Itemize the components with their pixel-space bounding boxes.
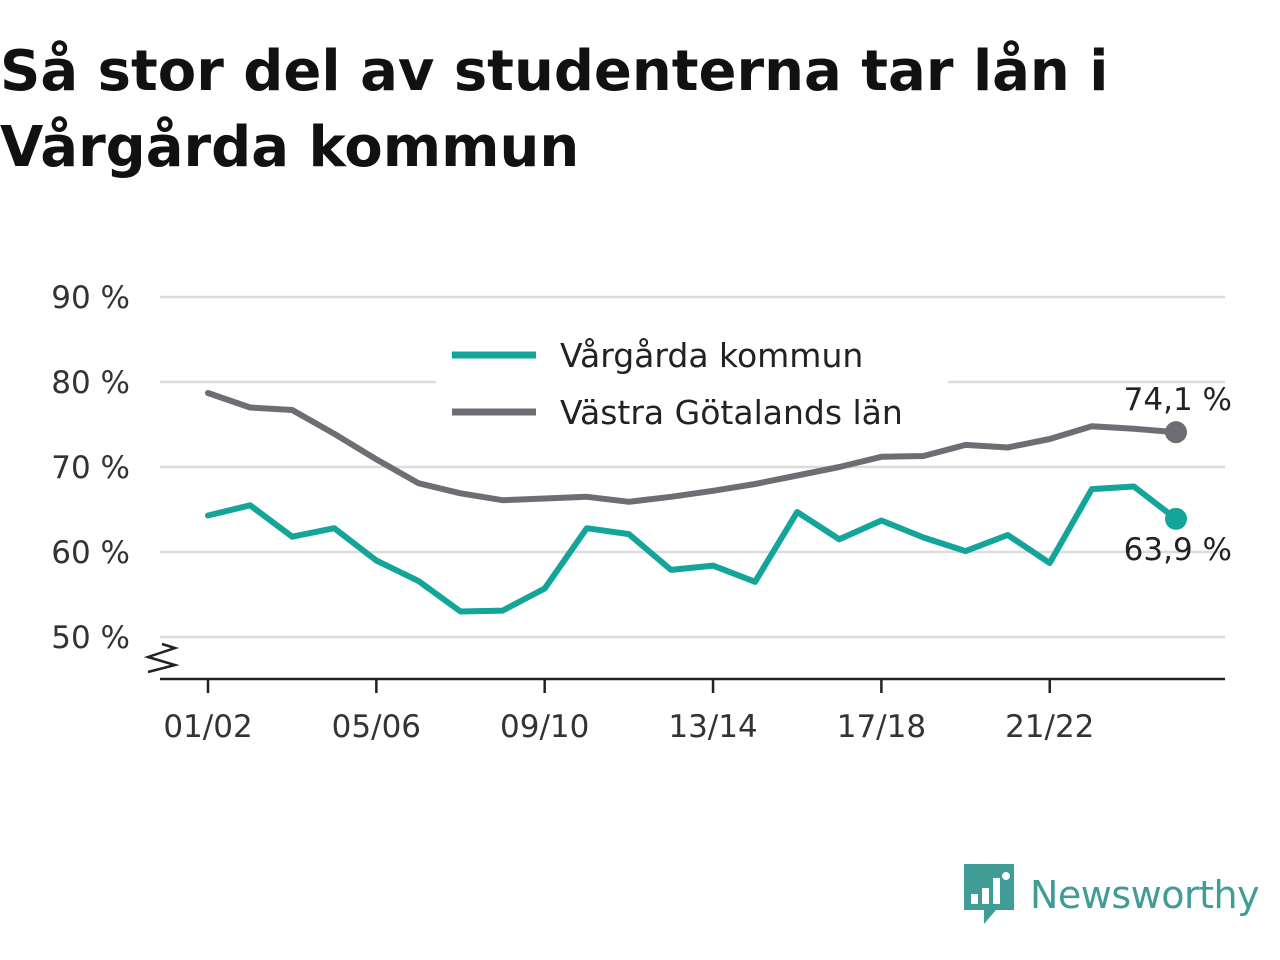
newsworthy-brand: Newsworthy — [964, 864, 1260, 926]
newsworthy-chart-bubble-icon — [964, 864, 1014, 924]
legend: Vårgårda kommun Västra Götalands län — [436, 326, 948, 441]
y-tick-label: 90 % — [51, 280, 130, 316]
brand-name: Newsworthy — [1030, 873, 1260, 917]
series-end-label: 74,1 % — [1124, 382, 1232, 418]
axis-break-icon — [143, 642, 180, 674]
series-line — [205, 483, 1179, 615]
series-end-label: 63,9 % — [1124, 532, 1232, 568]
gridlines — [160, 295, 1225, 639]
y-tick-label: 80 % — [51, 365, 130, 401]
x-axis — [143, 642, 1225, 681]
series-end-marker — [1165, 421, 1187, 444]
x-axis-ticks: 01/02 05/06 09/10 13/14 17/18 21/22 — [163, 679, 1094, 745]
y-axis-ticks: 50 % 60 % 70 % 80 % 90 % — [51, 280, 130, 656]
y-tick-label: 70 % — [51, 450, 130, 486]
x-tick-label: 05/06 — [332, 709, 421, 745]
x-tick-label: 13/14 — [668, 709, 757, 745]
end-labels: 63,9 % 74,1 % — [1124, 382, 1232, 568]
x-tick-label: 09/10 — [500, 709, 589, 745]
chart-title: Så stor del av studenterna tar lån i Vår… — [0, 39, 1109, 180]
legend-label-vastra-gotaland: Västra Götalands län — [560, 393, 903, 432]
y-tick-label: 60 % — [51, 535, 130, 571]
x-tick-label: 17/18 — [837, 709, 926, 745]
legend-label-vargarda: Vårgårda kommun — [560, 336, 863, 375]
series-lines — [205, 390, 1187, 615]
x-tick-label: 21/22 — [1005, 709, 1094, 745]
x-tick-label: 01/02 — [163, 709, 252, 745]
y-tick-label: 50 % — [51, 620, 130, 656]
series-end-marker — [1165, 507, 1187, 530]
series-line — [205, 390, 1179, 505]
